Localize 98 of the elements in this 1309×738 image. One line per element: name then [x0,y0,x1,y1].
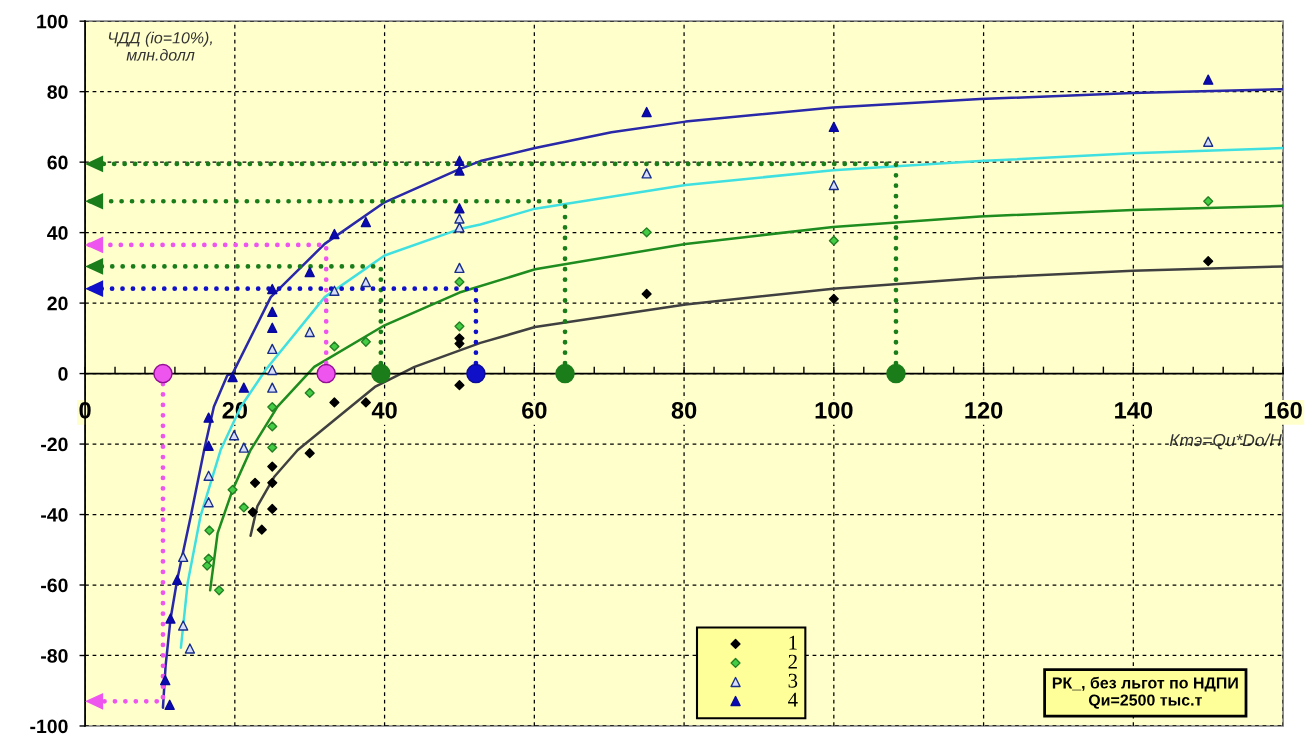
point [165,613,176,624]
point [214,585,225,596]
point [555,363,575,384]
point [828,179,840,191]
point [1203,196,1214,207]
point [641,288,652,300]
y-tick-label: -60 [41,578,68,593]
y-tick-label: 40 [47,226,68,240]
legend-label: 1 [789,635,797,650]
point [247,506,258,518]
point [177,551,189,563]
point [238,442,250,453]
point [641,168,652,179]
y-tick-label: -20 [41,437,68,452]
point [360,336,371,347]
x-tick-label: 140 [1115,401,1153,419]
point [304,387,315,399]
point [267,283,278,295]
point [256,524,267,535]
x-tick-label: 160 [1264,401,1302,419]
point [304,448,315,459]
point [267,343,278,355]
point [267,382,278,393]
point [227,484,238,495]
x-tick-label: 120 [965,401,1003,419]
point [828,293,839,304]
point [641,106,652,118]
point [267,364,278,376]
x-tick-label: 100 [815,401,853,419]
point [267,421,278,432]
point [203,553,214,564]
point [203,412,214,423]
point [267,503,278,514]
point [454,213,465,224]
x-axis-title: Ктэ=Qи*Dо/H [1169,433,1282,450]
legend-label: 4 [788,692,798,707]
point [267,306,278,318]
point [249,477,261,488]
y-axis-title: ЧДД (io=10%), млн.долл [108,31,212,61]
point [316,363,336,384]
y-tick-label: -80 [41,648,68,663]
point [1203,74,1214,85]
point [454,262,465,274]
point [164,699,175,711]
point [267,477,278,488]
point [641,227,652,238]
y-tick-label: 20 [47,296,68,311]
point [329,341,340,352]
point [227,371,238,383]
y-tick-label: 60 [47,155,68,170]
y-tick-label: 0 [58,367,68,381]
point [304,266,315,278]
point [153,363,173,384]
point [228,430,240,441]
point [267,322,278,333]
point [204,525,215,536]
point [466,363,486,384]
point [360,216,372,228]
x-tick-label: 40 [371,401,397,419]
legend-label: 3 [788,673,798,688]
point [454,380,465,391]
point [203,497,214,508]
point [454,155,465,166]
point [267,461,278,472]
y-tick-label: 80 [47,85,68,99]
y-tick-label: -100 [30,719,68,734]
point [203,440,214,452]
legend-label: 2 [788,654,797,669]
point [171,574,183,585]
point [238,502,249,513]
point [160,674,171,686]
point [177,620,189,631]
point [304,326,315,338]
point [828,235,839,246]
y-tick-label: -40 [41,508,68,522]
point [329,397,340,408]
point [454,165,465,176]
x-tick-label: 60 [522,401,547,419]
point [1203,256,1214,267]
point [360,276,372,288]
point [454,222,465,233]
point [371,363,391,384]
point [184,643,196,654]
y-tick-label: 100 [37,14,68,29]
point [454,321,465,332]
point [203,470,214,481]
point [1203,136,1214,147]
point [454,203,465,214]
point [329,285,340,296]
annotation: РК_, без льгот по НДПИ Qи=2500 тыс.т [1052,676,1238,709]
point [886,363,906,384]
point [238,382,250,393]
point [267,401,278,413]
x-tick-label: 80 [671,401,697,419]
point [267,442,278,453]
point [828,121,840,133]
point [360,397,371,408]
point [329,228,340,240]
